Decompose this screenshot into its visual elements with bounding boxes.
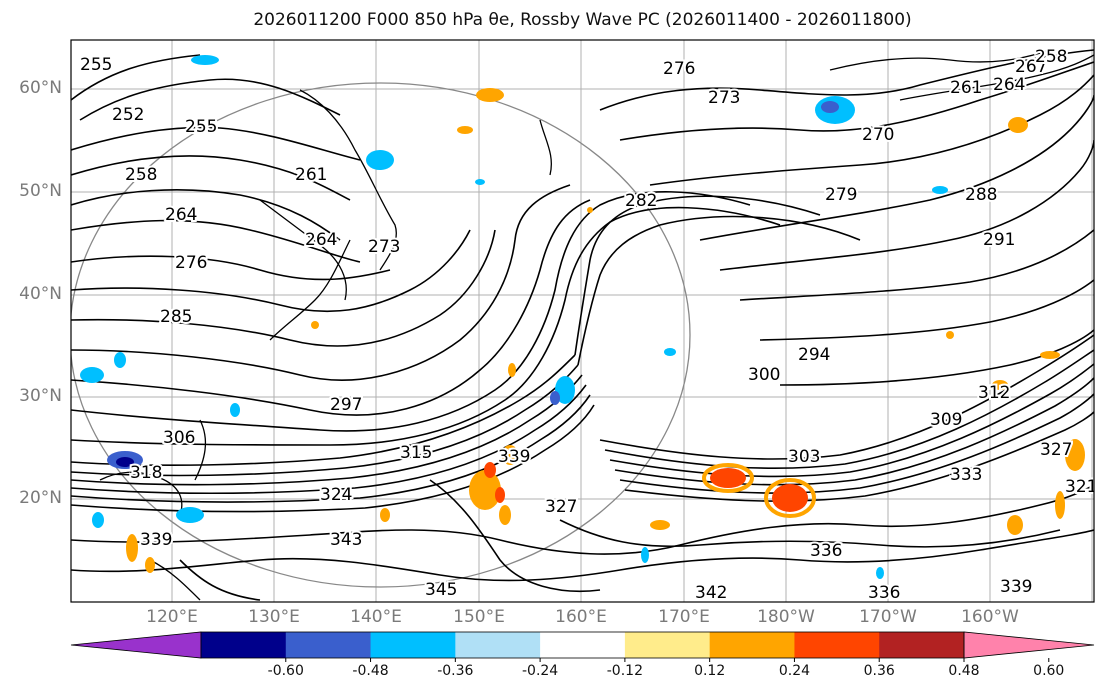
contour-label: 267 <box>1015 57 1047 77</box>
map-background <box>71 40 1094 602</box>
contour-label: 339 <box>140 530 172 550</box>
contour-label: 315 <box>400 443 432 463</box>
colorbar-tick-label: 0.60 <box>1033 663 1065 679</box>
colorbar-segment <box>540 632 626 658</box>
projection-circle <box>71 82 691 588</box>
lat-tick-label: 40°N <box>19 284 62 304</box>
colorbar-tick-label: 0.48 <box>948 663 980 679</box>
colorbar-segment <box>285 632 372 658</box>
contour-label: 255 <box>80 55 112 75</box>
contour-label: 297 <box>330 395 362 415</box>
lon-tick-label: 130°E <box>248 607 300 627</box>
colorbar-segment <box>879 632 965 658</box>
contour-label: 264 <box>305 230 337 250</box>
contour-label: 255 <box>185 117 217 137</box>
contour-label: 261 <box>295 165 327 185</box>
contour-label: 339 <box>1000 577 1032 597</box>
contour-label: 282 <box>625 191 657 211</box>
contour-label: 252 <box>112 105 144 125</box>
contour-label: 261 <box>950 78 982 98</box>
contour-label: 327 <box>1040 440 1072 460</box>
colorbar-segment <box>624 632 711 658</box>
contour-label: 285 <box>160 307 192 327</box>
lon-tick-label: 160°E <box>555 607 607 627</box>
contour-label: 291 <box>983 230 1015 250</box>
chart-title: 2026011200 F000 850 hPa θe, Rossby Wave … <box>253 10 912 30</box>
colorbar-segment <box>794 632 880 658</box>
lon-tick-label: 170°W <box>859 607 917 627</box>
lon-tick-label: 160°W <box>961 607 1019 627</box>
contour-label: 306 <box>163 428 195 448</box>
contour-label: 343 <box>330 530 362 550</box>
contour-label: 270 <box>862 125 894 145</box>
colorbar-tick-label: 0.36 <box>863 663 895 679</box>
contour-label: 264 <box>165 205 197 225</box>
colorbar-tick-label: -0.12 <box>606 663 643 679</box>
colorbar <box>70 631 1095 662</box>
contour-label: 258 <box>125 165 157 185</box>
lon-tick-label: 120°E <box>146 607 198 627</box>
contour-label: 342 <box>695 583 727 603</box>
contour-label: 309 <box>930 410 962 430</box>
theta-e-contours <box>71 49 1094 601</box>
contour-label: 327 <box>545 497 577 517</box>
contour-label: 336 <box>868 583 900 603</box>
colorbar-tick-label: -0.24 <box>521 663 559 679</box>
contour-label: 336 <box>810 541 842 561</box>
lat-tick-label: 30°N <box>19 386 62 406</box>
map-frame <box>70 39 1095 603</box>
contour-label: 321 <box>1065 477 1097 497</box>
lon-tick-label: 140°E <box>350 607 402 627</box>
lat-tick-label: 50°N <box>19 181 62 201</box>
colorbar-tick-label: -0.60 <box>267 663 304 679</box>
colorbar-tick-label: -0.48 <box>352 663 389 679</box>
contour-label: 324 <box>320 485 352 505</box>
lat-tick-label: 20°N <box>19 488 62 508</box>
rossby-wave-pc-shading <box>80 55 1085 579</box>
lon-tick-label: 150°E <box>453 607 505 627</box>
colorbar-outline <box>200 631 965 659</box>
contour-label: 288 <box>965 185 997 205</box>
lat-tick-label: 60°N <box>19 78 62 98</box>
contour-label: 333 <box>950 465 982 485</box>
contour-label: 276 <box>663 59 695 79</box>
contour-label: 303 <box>788 447 820 467</box>
contour-label: 258 <box>1035 47 1067 67</box>
colorbar-extend-high <box>963 631 1095 659</box>
colorbar-extend-low <box>70 631 202 659</box>
contour-label: 339 <box>498 447 530 467</box>
colorbar-tick-label: 0.12 <box>694 663 726 679</box>
contour-label: 264 <box>993 75 1025 95</box>
colorbar-segment <box>709 632 795 658</box>
contour-label: 318 <box>130 463 162 483</box>
colorbar-segment <box>455 632 541 658</box>
colorbar-segment <box>370 632 456 658</box>
contour-label: 273 <box>708 88 740 108</box>
contour-label: 300 <box>748 365 780 385</box>
contour-label: 294 <box>798 345 830 365</box>
colorbar-segment <box>201 632 287 658</box>
contour-label: 279 <box>825 185 857 205</box>
lon-tick-label: 180°W <box>757 607 815 627</box>
contour-label: 345 <box>425 580 457 600</box>
colorbar-tick-label: -0.36 <box>437 663 474 679</box>
contour-label: 312 <box>978 383 1010 403</box>
contour-label: 276 <box>175 253 207 273</box>
lon-tick-label: 170°E <box>658 607 710 627</box>
colorbar-tick-label: 0.24 <box>778 663 811 679</box>
contour-label: 273 <box>368 237 400 257</box>
